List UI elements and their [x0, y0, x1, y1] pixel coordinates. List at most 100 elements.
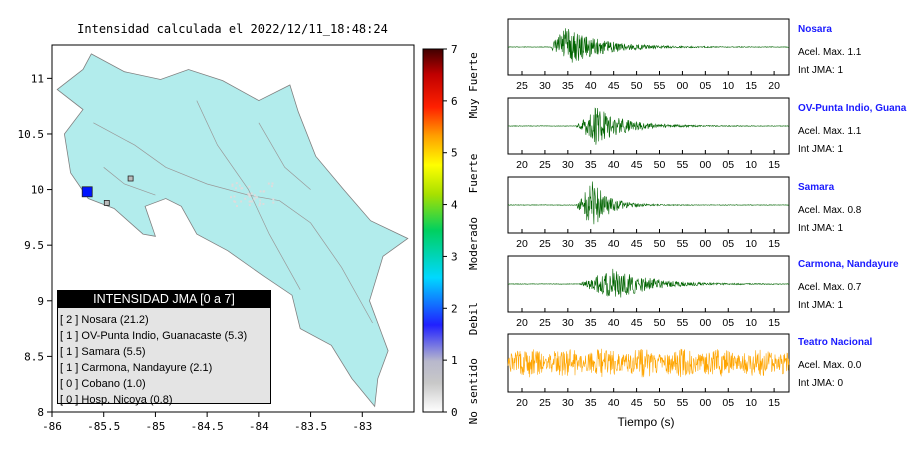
trace-xtick-label: 45 — [631, 397, 643, 409]
colorbar-tick-label: 0 — [451, 406, 458, 419]
city-dot — [230, 196, 232, 199]
city-dot — [259, 202, 262, 205]
trace-xtick-label: 30 — [562, 159, 574, 171]
trace-xtick-label: 50 — [654, 159, 666, 171]
trace-xtick-label: 20 — [516, 238, 528, 250]
station-int: Int JMA: 1 — [798, 65, 844, 76]
trace-xtick-label: 25 — [539, 317, 551, 329]
seismic-trace — [507, 348, 790, 378]
trace-xtick-label: 25 — [539, 159, 551, 171]
trace-xtick-label: 15 — [768, 238, 780, 250]
city-dot — [235, 187, 237, 190]
colorbar-tick-label: 3 — [451, 250, 458, 263]
station-acel: Acel. Max. 1.1 — [798, 47, 862, 58]
city-dot — [247, 192, 250, 195]
seismic-trace — [507, 107, 790, 145]
trace-xtick-label: 00 — [700, 238, 712, 250]
station-acel: Acel. Max. 0.7 — [798, 282, 862, 293]
map-ytick-label: 9.5 — [24, 239, 44, 252]
station-int: Int JMA: 1 — [798, 144, 844, 155]
map-road — [258, 122, 311, 190]
city-dot — [248, 194, 251, 197]
city-dot — [262, 203, 265, 205]
trace-xtick-label: 05 — [722, 397, 734, 409]
station-marker — [127, 175, 134, 182]
trace-xtick-label: 00 — [700, 159, 712, 171]
map-ytick-label: 9 — [37, 295, 44, 308]
trace-xtick-label: 55 — [677, 397, 689, 409]
trace-xtick-label: 15 — [768, 159, 780, 171]
city-dot — [248, 200, 251, 203]
legend-row: [ 1 ] Carmona, Nandayure (2.1) — [60, 362, 213, 374]
colorbar-tick-label: 5 — [451, 147, 458, 160]
city-dot — [259, 190, 262, 193]
city-dot — [233, 195, 236, 198]
trace-xtick-label: 05 — [722, 159, 734, 171]
colorbar-category-label: Fuerte — [467, 154, 480, 194]
station-acel: Acel. Max. 1.1 — [798, 126, 862, 137]
trace-xtick-label: 00 — [700, 317, 712, 329]
city-dot — [234, 200, 237, 203]
trace-xtick-label: 20 — [516, 317, 528, 329]
colorbar — [422, 48, 444, 413]
map-xtick-label: -84.5 — [191, 420, 224, 433]
station-int: Int JMA: 1 — [798, 300, 844, 311]
trace-xtick-label: 50 — [654, 238, 666, 250]
city-dot — [244, 197, 247, 200]
station-int: Int JMA: 1 — [798, 223, 844, 234]
city-dot — [271, 185, 273, 188]
city-dot — [236, 205, 238, 207]
station-acel: Acel. Max. 0.0 — [798, 360, 862, 371]
trace-xtick-label: 40 — [608, 238, 620, 250]
map-xtick-label: -85.5 — [87, 420, 120, 433]
legend-row: [ 2 ] Nosara (21.2) — [60, 314, 149, 326]
legend-row: [ 1 ] OV-Punta Indio, Guanacaste (5.3) — [60, 330, 248, 342]
seismic-trace — [507, 28, 790, 63]
trace-xtick-label: 35 — [585, 238, 597, 250]
trace-xtick-label: 50 — [654, 317, 666, 329]
city-dot — [240, 187, 243, 190]
trace-xtick-label: 35 — [585, 397, 597, 409]
city-dot — [271, 182, 274, 185]
country-land — [56, 53, 409, 408]
map-ytick-label: 10.5 — [18, 128, 45, 141]
map-ytick-label: 8.5 — [24, 350, 44, 363]
trace-xtick-label: 35 — [585, 159, 597, 171]
trace-xtick-label: 40 — [585, 80, 597, 92]
colorbar-tick-label: 7 — [451, 43, 458, 56]
trace-xtick-label: 45 — [608, 80, 620, 92]
trace-xtick-label: 50 — [631, 80, 643, 92]
seismic-trace — [507, 268, 790, 298]
map-ytick-label: 10 — [31, 184, 44, 197]
legend-row: [ 0 ] Cobano (1.0) — [60, 378, 146, 390]
city-dot — [250, 192, 253, 195]
trace-xtick-label: 30 — [539, 80, 551, 92]
map-xtick-label: -84 — [249, 420, 269, 433]
map-ytick-label: 8 — [37, 406, 44, 419]
map-xtick-label: -85 — [145, 420, 165, 433]
station-name: Nosara — [798, 24, 832, 35]
colorbar-category-label: Debil — [467, 302, 480, 335]
trace-xtick-label: 30 — [562, 238, 574, 250]
city-dot — [258, 204, 261, 207]
station-name: OV-Punta Indio, Guana — [798, 103, 907, 114]
city-dot — [259, 199, 262, 202]
trace-xtick-label: 10 — [722, 80, 734, 92]
x-axis-label: Tiempo (s) — [618, 415, 675, 429]
colorbar-tick-label: 1 — [451, 354, 458, 367]
trace-xtick-label: 10 — [745, 159, 757, 171]
trace-xtick-label: 25 — [539, 238, 551, 250]
trace-xtick-label: 15 — [745, 80, 757, 92]
colorbar-tick-label: 6 — [451, 95, 458, 108]
city-dot — [231, 183, 234, 186]
station-marker — [103, 199, 110, 206]
trace-xtick-label: 45 — [631, 238, 643, 250]
city-dot — [272, 201, 275, 204]
city-dot — [262, 190, 265, 193]
legend-title: INTENSIDAD JMA [0 a 7] — [57, 290, 271, 308]
station-acel: Acel. Max. 0.8 — [798, 205, 862, 216]
city-dot — [267, 182, 270, 185]
trace-xtick-label: 05 — [700, 80, 712, 92]
colorbar-category-label: Moderado — [467, 217, 480, 270]
